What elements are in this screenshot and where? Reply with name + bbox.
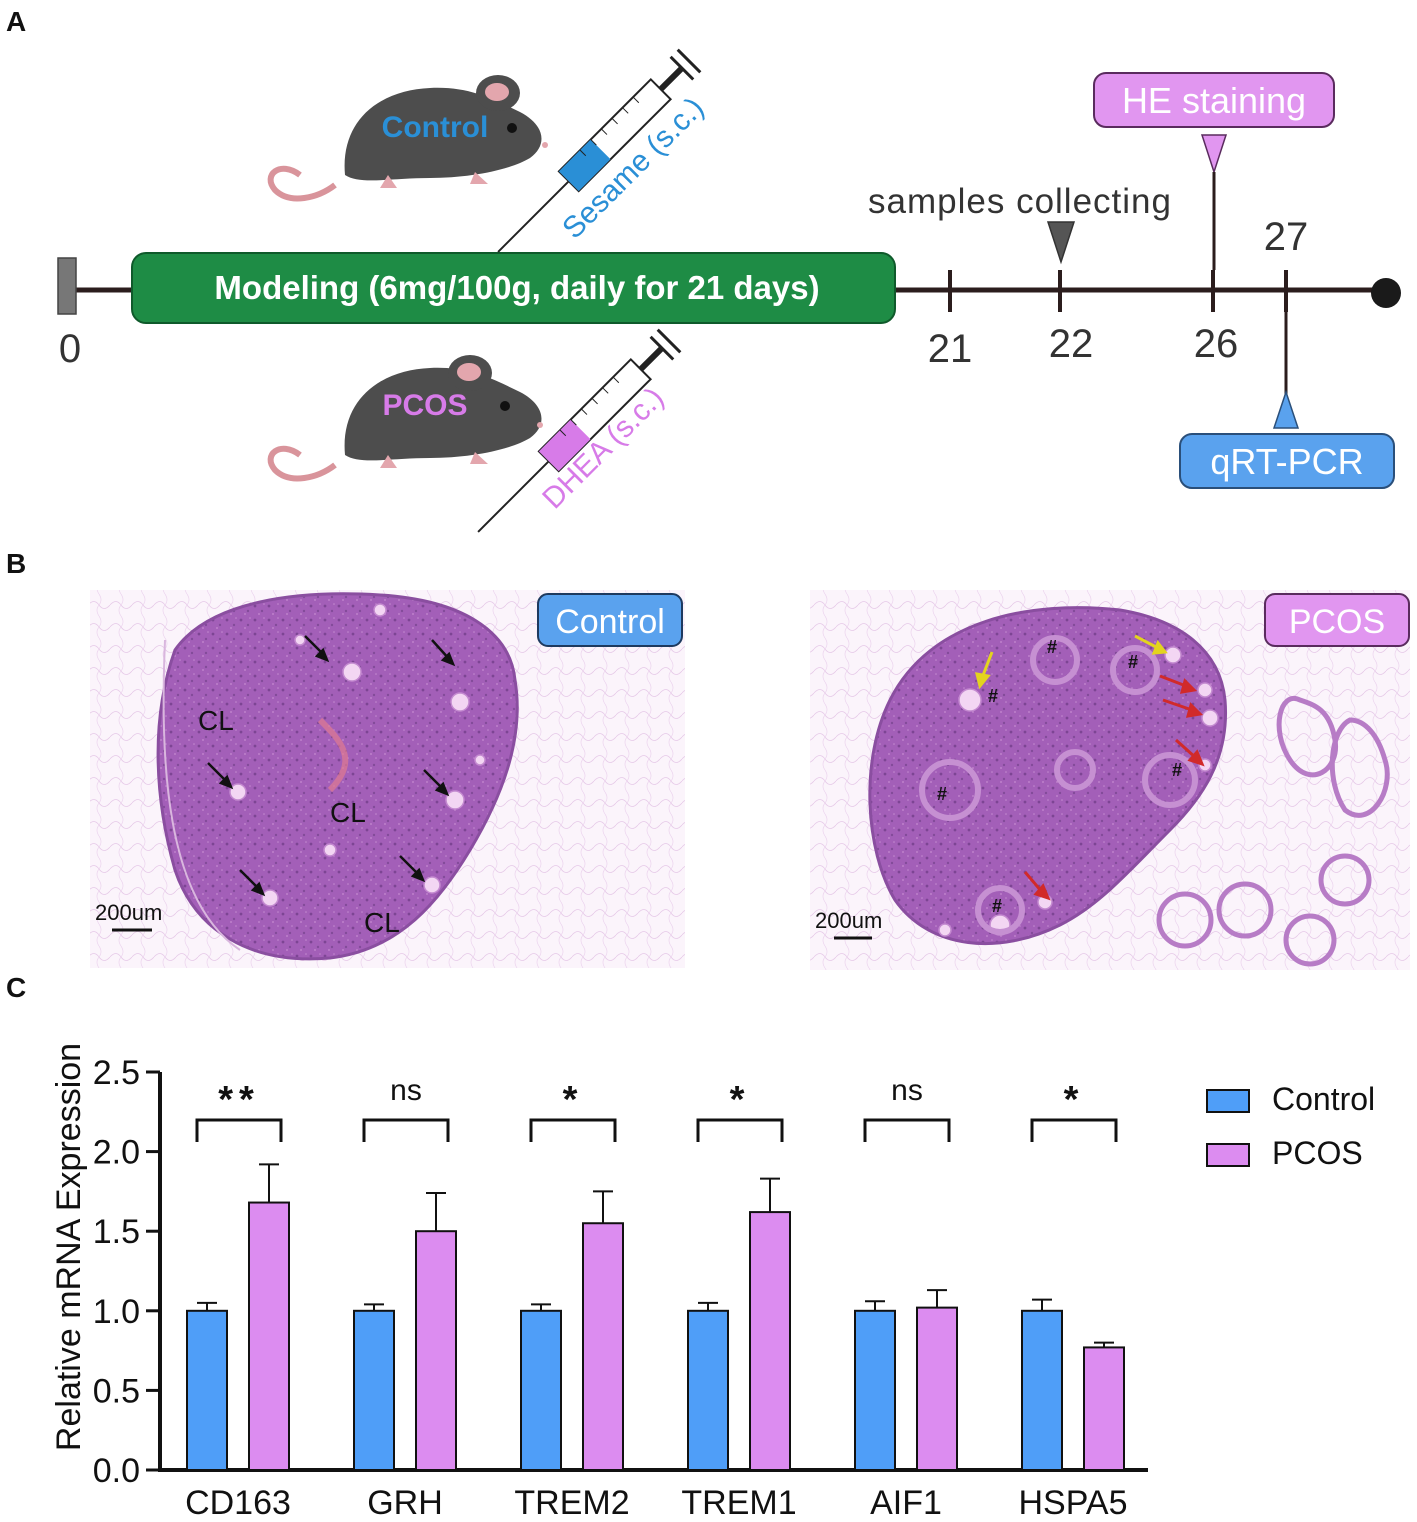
y-tick-label-5: 2.5 — [93, 1054, 140, 1092]
y-axis-title: Relative mRNA Expression — [50, 1043, 88, 1451]
pcos-histology-image: # # # # # # 200um — [810, 590, 1410, 970]
x-tick-label-trem1: TREM1 — [681, 1484, 796, 1522]
legend: Control PCOS — [1206, 1081, 1375, 1171]
bar-control-hspa5 — [1021, 1309, 1063, 1472]
cl-label-3: CL — [364, 907, 400, 938]
samples-collecting-label: samples collecting — [868, 182, 1172, 221]
bar-control-aif1 — [854, 1309, 896, 1472]
he-arrow — [1200, 134, 1228, 175]
bars — [186, 1163, 1125, 1472]
qrt-pcr-label: qRT-PCR — [1210, 441, 1363, 482]
scalebar-right-label: 200um — [815, 908, 882, 933]
bar-pcos-grh — [415, 1230, 457, 1471]
day-0-label: 0 — [59, 327, 81, 371]
hash-mark-5: # — [937, 784, 947, 804]
hash-mark-3: # — [988, 686, 998, 706]
histology-panel: CL CL CL 200um Control — [90, 590, 1410, 970]
samples-arrow — [1046, 221, 1076, 265]
cl-label-2: CL — [330, 797, 366, 828]
bar-control-grh — [353, 1309, 395, 1472]
modeling-label: Modeling (6mg/100g, daily for 21 days) — [214, 269, 819, 306]
y-tick-label-2: 1.0 — [93, 1293, 140, 1331]
modeling-bar — [131, 252, 896, 324]
bar-control-cd163 — [186, 1309, 228, 1472]
significance-label-hspa5: * — [1064, 1079, 1085, 1121]
pcos-badge-label: PCOS — [1289, 603, 1385, 641]
pcos-badge — [1264, 593, 1410, 647]
day-27-label: 27 — [1264, 215, 1309, 259]
timeline-end-marker — [1371, 278, 1401, 308]
control-badge-label: Control — [555, 603, 665, 641]
legend-label-control: Control — [1272, 1081, 1375, 1117]
pcos-syringe-icon — [477, 328, 682, 533]
hash-mark-2: # — [1128, 652, 1138, 672]
he-staining-label: HE staining — [1122, 80, 1306, 121]
legend-label-pcos: PCOS — [1272, 1135, 1363, 1171]
y-tick-label-1: 0.5 — [93, 1372, 140, 1410]
he-staining-box — [1093, 72, 1335, 128]
scalebar-left-label: 200um — [95, 900, 162, 925]
hash-mark-6: # — [992, 896, 1002, 916]
significance-label-trem2: * — [563, 1079, 584, 1121]
cl-label-1: CL — [198, 705, 234, 736]
y-tick-label-4: 2.0 — [93, 1134, 140, 1172]
legend-swatch-pcos — [1206, 1143, 1250, 1167]
hash-mark-4: # — [1172, 760, 1182, 780]
timeline-start-marker — [57, 257, 77, 315]
day-21-label: 21 — [928, 327, 973, 371]
x-tick-label-grh: GRH — [367, 1484, 443, 1522]
bracket-cd163 — [195, 1118, 283, 1142]
x-tick-label-cd163: CD163 — [185, 1484, 291, 1522]
significance-label-aif1: ns — [891, 1074, 923, 1107]
significance-brackets: ** ns * * ns * — [195, 1074, 1118, 1142]
bar-pcos-hspa5 — [1083, 1346, 1125, 1472]
panel-c-label: C — [6, 972, 27, 1003]
pcos-mouse-label: PCOS — [382, 389, 467, 422]
bar-pcos-trem1 — [749, 1211, 791, 1471]
significance-label-trem1: * — [730, 1079, 751, 1121]
bar-control-trem1 — [687, 1309, 729, 1472]
control-histology-image: CL CL CL 200um — [90, 590, 685, 968]
x-tick-label-trem2: TREM2 — [514, 1484, 629, 1522]
legend-swatch-control — [1206, 1089, 1250, 1113]
timeline-panel: Modeling (6mg/100g, daily for 21 days) 0… — [57, 48, 1401, 533]
bracket-hspa5 — [1030, 1118, 1118, 1142]
control-badge — [537, 593, 683, 647]
bar-control-trem2 — [520, 1309, 562, 1472]
qrt-arrow — [1272, 389, 1300, 429]
bar-pcos-cd163 — [248, 1201, 290, 1471]
bar-pcos-aif1 — [916, 1306, 958, 1471]
x-tick-label-hspa5: HSPA5 — [1019, 1484, 1128, 1522]
panel-b-label: B — [6, 548, 27, 579]
control-mouse-icon — [267, 75, 548, 202]
control-syringe-icon — [497, 48, 702, 253]
mrna-bar-chart: Relative mRNA Expression 0.0 0.5 1.0 1.5 2.0… — [50, 1043, 1375, 1522]
x-tick-label-aif1: AIF1 — [870, 1484, 942, 1522]
control-mouse-label: Control — [382, 111, 489, 144]
significance-label-cd163: ** — [218, 1079, 260, 1121]
bracket-grh — [362, 1118, 450, 1142]
y-tick-label-0: 0.0 — [93, 1452, 140, 1490]
bracket-aif1 — [863, 1118, 951, 1142]
day-22-label: 22 — [1049, 322, 1094, 366]
significance-label-grh: ns — [390, 1074, 422, 1107]
x-tick-labels: CD163 GRH TREM2 TREM1 AIF1 HSPA5 — [185, 1484, 1127, 1522]
day-26-label: 26 — [1194, 322, 1239, 366]
bracket-trem1 — [696, 1118, 784, 1142]
qrt-pcr-box — [1179, 433, 1395, 489]
panel-a-label: A — [6, 6, 27, 37]
y-ticks: 0.0 0.5 1.0 1.5 2.0 2.5 — [93, 1054, 160, 1490]
hash-mark-1: # — [1047, 637, 1057, 657]
bracket-trem2 — [529, 1118, 617, 1142]
y-tick-label-3: 1.5 — [93, 1213, 140, 1251]
pcos-mouse-icon — [267, 355, 543, 482]
bar-pcos-trem2 — [582, 1222, 624, 1471]
